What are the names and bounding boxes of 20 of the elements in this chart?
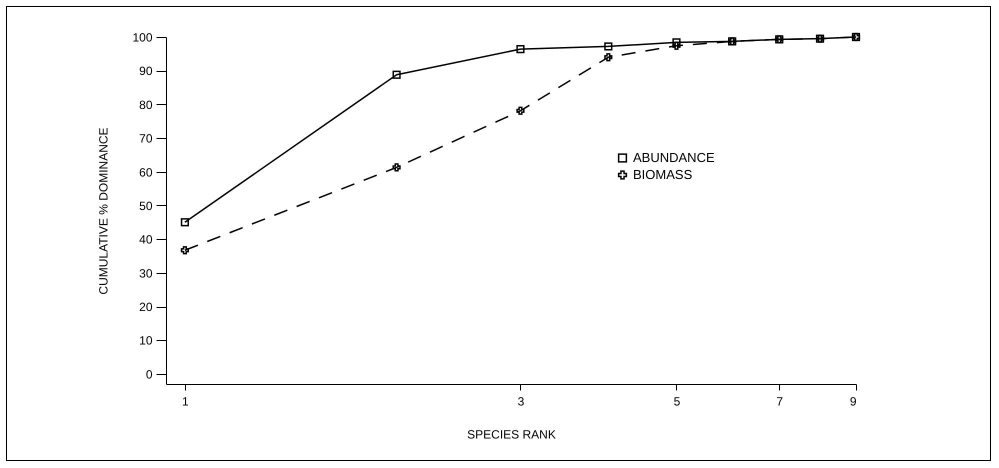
legend-label: ABUNDANCE	[633, 150, 715, 166]
x-tick-label: 9	[850, 394, 857, 408]
y-tick-label: 60	[139, 165, 153, 180]
y-tick-label: 20	[139, 300, 153, 314]
x-axis-title: SPECIES RANK	[467, 428, 556, 442]
x-tick-label: 7	[776, 394, 784, 408]
y-tick-label: 0	[146, 367, 153, 382]
y-axis-title: CUMULATIVE % DOMINANCE	[96, 127, 110, 295]
legend-label: BIOMASS	[633, 167, 693, 182]
y-tick-label: 40	[139, 232, 153, 247]
y-tick-label: 30	[139, 266, 153, 280]
y-tick-label: 90	[139, 64, 153, 78]
x-tick-label: 5	[674, 394, 681, 408]
y-tick-label: 100	[132, 30, 153, 44]
y-tick-label: 50	[139, 198, 153, 213]
y-tick-label: 70	[139, 132, 153, 146]
y-tick-label: 80	[139, 98, 153, 112]
y-tick-label: 10	[139, 334, 153, 348]
x-tick-label: 3	[518, 394, 525, 408]
x-tick-label: 1	[182, 394, 190, 408]
